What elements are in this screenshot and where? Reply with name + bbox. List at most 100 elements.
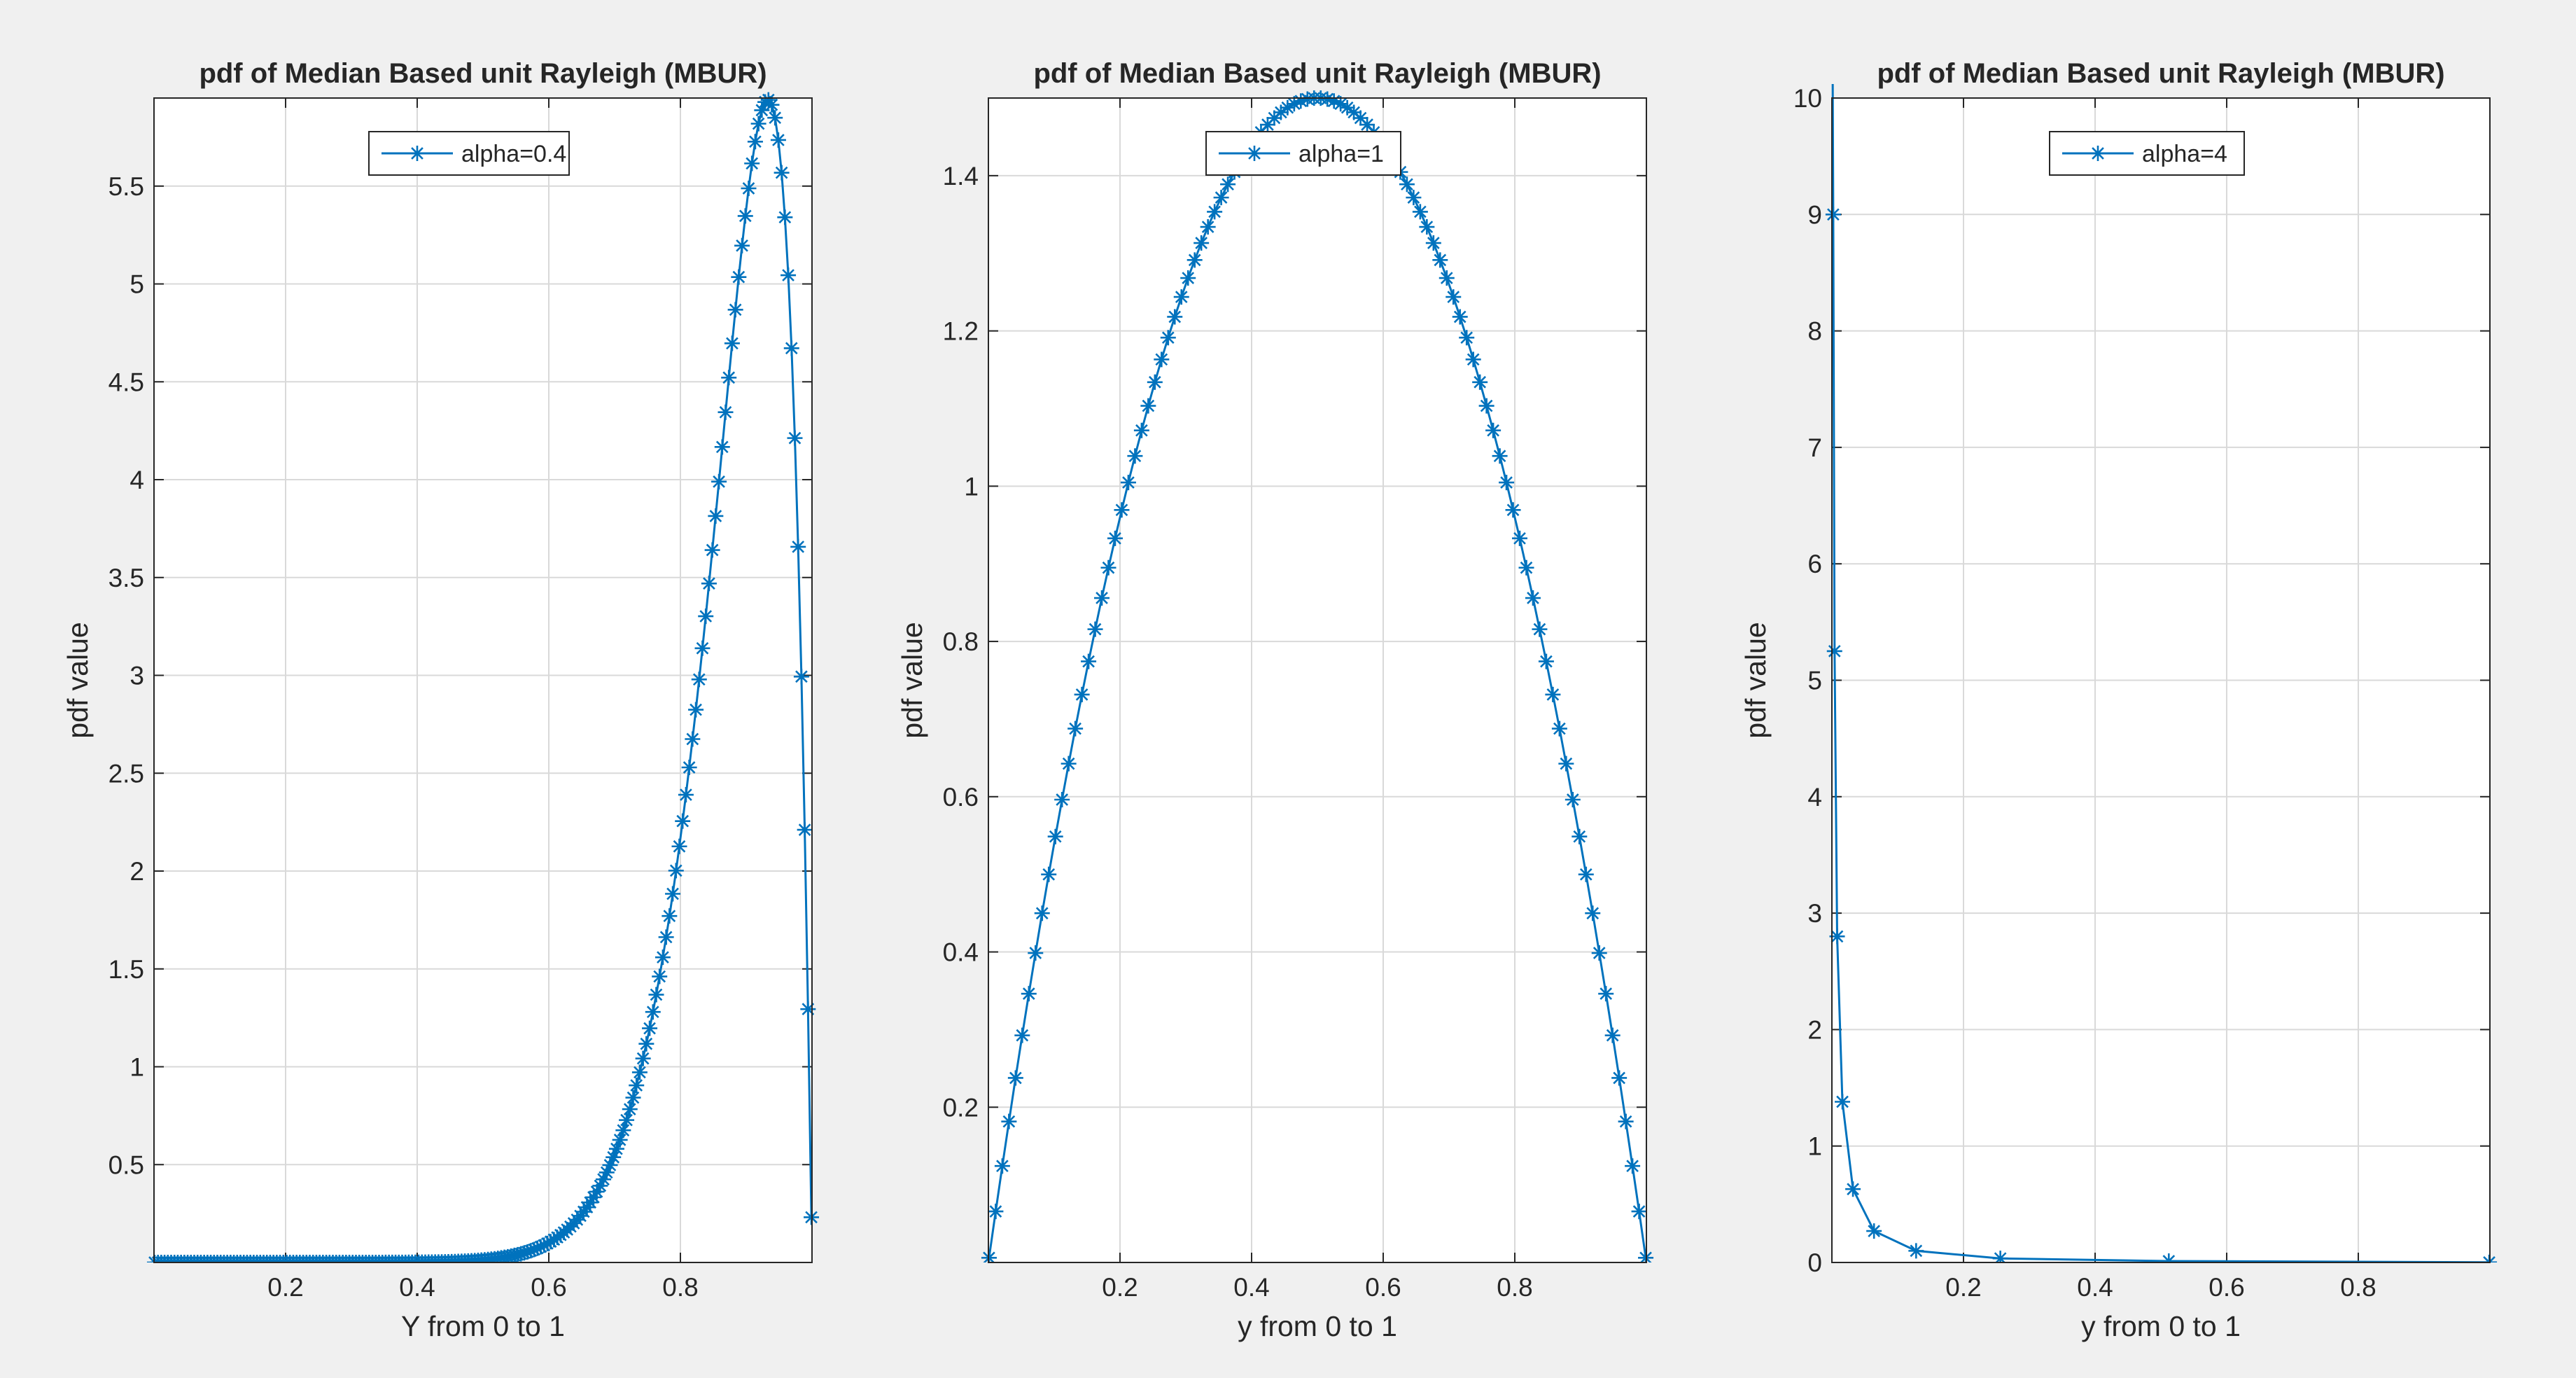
data-point [1186, 252, 1203, 268]
x-axis-label: y from 0 to 1 [1238, 1310, 1397, 1342]
legend[interactable]: alpha=4 [2049, 131, 2245, 176]
y-axis-label: pdf value [896, 622, 928, 738]
data-point [731, 269, 747, 285]
data-point [787, 430, 803, 446]
data-point [1001, 1113, 1017, 1129]
data-point [1459, 330, 1475, 346]
data-point [760, 92, 776, 108]
data-point [1432, 252, 1448, 268]
y-tick-label: 4 [130, 466, 144, 494]
data-point [526, 1241, 542, 1258]
data-point [1173, 289, 1189, 305]
data-point [764, 97, 780, 113]
data-point [1068, 721, 1084, 737]
data-point [598, 1164, 615, 1181]
data-point [1346, 104, 1362, 120]
data-point [536, 1237, 552, 1253]
data-point [1007, 1070, 1023, 1086]
legend-label: alpha=0.4 [461, 141, 566, 167]
data-point [539, 1235, 555, 1251]
data-point [1180, 270, 1196, 286]
x-tick-label: 0.8 [1497, 1273, 1532, 1302]
data-point [645, 1004, 661, 1020]
data-point [1631, 1204, 1647, 1220]
data-point [662, 908, 678, 924]
legend-label: alpha=1 [1298, 141, 1384, 167]
data-point [612, 1132, 628, 1148]
data-point [648, 987, 664, 1003]
data-point [1505, 502, 1521, 518]
data-point [579, 1199, 595, 1216]
data-point [668, 863, 684, 879]
x-tick-label: 0.4 [399, 1273, 435, 1302]
data-point [665, 886, 681, 902]
data-point [1339, 99, 1355, 116]
data-point [1074, 686, 1090, 702]
y-tick-label: 1.5 [108, 955, 144, 984]
data-point [1293, 93, 1309, 109]
data-point [2161, 1253, 2177, 1262]
data-point [1266, 110, 1282, 126]
axes-box [988, 97, 1647, 1263]
data-point [1611, 1070, 1628, 1086]
axes-box [1831, 97, 2491, 1263]
data-point [1286, 96, 1302, 112]
data-point [1845, 1181, 1861, 1197]
y-tick-label: 1 [1807, 1132, 1822, 1161]
data-point [1558, 756, 1574, 772]
data-point [1140, 398, 1156, 414]
series-alpha=0.4 [146, 92, 820, 1262]
asterisk-marker-icon [410, 146, 425, 161]
data-point [592, 1178, 608, 1194]
data-point [675, 813, 691, 829]
y-tick-label: 9 [1807, 200, 1822, 229]
data-point [629, 1078, 645, 1094]
data-point [1213, 190, 1229, 206]
data-point [797, 822, 813, 838]
data-point [1825, 207, 1841, 223]
y-tick-label: 4.5 [108, 368, 144, 396]
asterisk-marker-icon [2090, 146, 2106, 161]
legend-label: alpha=4 [2142, 141, 2227, 167]
data-point [724, 335, 740, 352]
data-point [1564, 791, 1581, 807]
data-point [516, 1245, 532, 1261]
data-point [1618, 1113, 1634, 1129]
y-tick-label: 0.2 [943, 1093, 979, 1122]
data-point [1028, 945, 1044, 961]
y-axis-label: pdf value [1740, 622, 1772, 738]
y-tick-label: 2.5 [108, 759, 144, 788]
data-point [1299, 91, 1315, 107]
data-point [635, 1050, 651, 1066]
data-point [589, 1183, 605, 1199]
data-point [1133, 422, 1149, 438]
y-tick-label: 3 [130, 662, 144, 690]
y-tick-label: 2 [1807, 1015, 1822, 1044]
data-point [1419, 219, 1435, 235]
y-tick-label: 0.6 [943, 783, 979, 812]
data-point [596, 1171, 612, 1188]
legend[interactable]: alpha=0.4 [368, 131, 570, 176]
data-point [701, 576, 717, 592]
data-point [750, 116, 766, 132]
data-point [638, 1036, 654, 1052]
plot-area [988, 98, 1646, 1262]
data-point [790, 538, 806, 555]
data-point [1047, 828, 1063, 844]
x-axis-label: y from 0 to 1 [2081, 1310, 2241, 1342]
data-point [721, 370, 737, 386]
y-tick-label: 3.5 [108, 564, 144, 592]
data-point [704, 542, 720, 558]
x-tick-label: 0.8 [662, 1273, 698, 1302]
data-point [1160, 330, 1176, 346]
legend[interactable]: alpha=1 [1205, 131, 1401, 176]
data-point [1598, 986, 1614, 1002]
x-tick-label: 0.2 [1945, 1273, 1981, 1302]
chart-panel-3: 0.2 0.4 0.6 0.8 0 1 2 3 4 5 6 7 8 9 10 pdf of Median Ba… [1740, 58, 2498, 1342]
chart-panel-2: 0.2 0.4 0.6 0.8 0.2 0.4 0.6 0.8 1 1.2 1.4 pdf of Me… [896, 58, 1654, 1342]
data-point [1154, 352, 1170, 368]
data-point [1114, 502, 1130, 518]
y-tick-label: 1.2 [943, 317, 979, 346]
data-point [1399, 176, 1415, 193]
y-tick-label: 5 [130, 270, 144, 299]
